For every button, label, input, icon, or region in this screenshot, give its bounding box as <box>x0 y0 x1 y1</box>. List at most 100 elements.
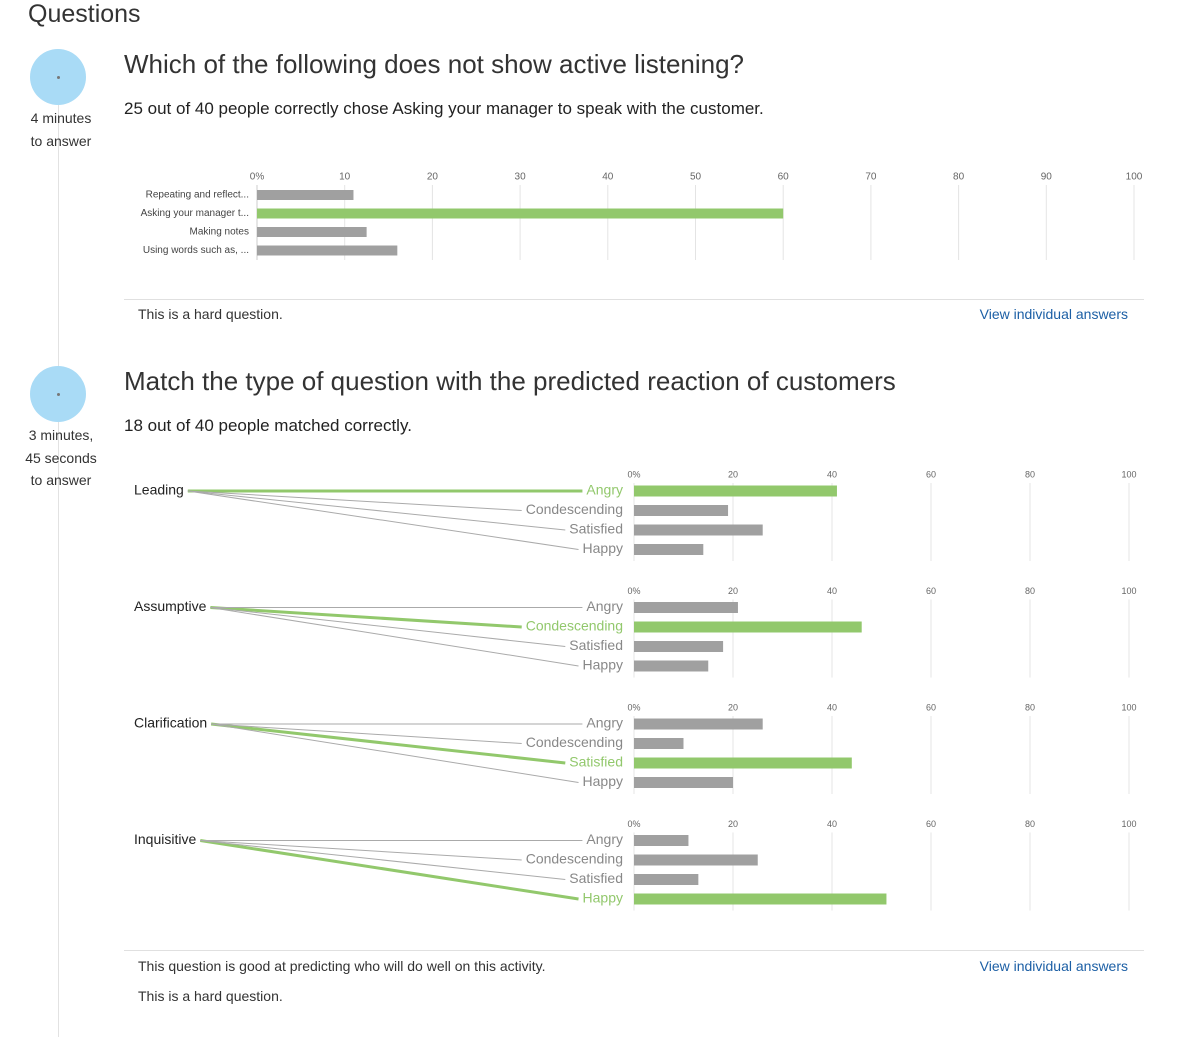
x-tick-label: 40 <box>827 586 837 596</box>
bar <box>634 524 763 536</box>
bar <box>634 544 704 555</box>
x-tick-label: 20 <box>728 586 738 596</box>
answer-label: Condescending <box>526 618 623 634</box>
x-tick-label: 40 <box>827 702 837 712</box>
x-tick-label: 40 <box>827 469 837 479</box>
bar <box>257 227 367 237</box>
x-tick-label: 60 <box>778 172 790 183</box>
bar <box>634 757 852 769</box>
answer-label: Condescending <box>526 734 623 750</box>
divider <box>124 299 1144 300</box>
answer-label: Satisfied <box>569 521 623 537</box>
answer-label: Happy <box>583 540 623 556</box>
answer-label: Satisfied <box>569 637 623 653</box>
x-tick-label: 30 <box>515 172 527 183</box>
answer-label: Happy <box>583 890 623 906</box>
bar <box>257 245 398 256</box>
question-summary: 25 out of 40 people correctly chose Aski… <box>124 99 764 118</box>
match-line <box>211 723 579 783</box>
x-tick-label: 20 <box>427 172 439 183</box>
match-line <box>200 839 579 901</box>
answer-label: Satisfied <box>569 754 623 770</box>
bar <box>634 602 738 613</box>
y-tick-label: Repeating and reflect... <box>146 190 249 201</box>
x-tick-label: 40 <box>827 819 837 829</box>
x-tick-label: 60 <box>926 702 936 712</box>
x-tick-label: 20 <box>728 819 738 829</box>
x-tick-label: 0% <box>627 702 640 712</box>
question-title: Match the type of question with the pred… <box>124 366 896 396</box>
x-tick-label: 100 <box>1121 702 1136 712</box>
y-tick-label: Asking your manager t... <box>141 208 249 219</box>
y-tick-label: Using words such as, ... <box>143 245 249 256</box>
bar <box>634 718 763 730</box>
group-label: Inquisitive <box>134 831 196 847</box>
x-tick-label: 60 <box>926 586 936 596</box>
bar <box>634 738 684 749</box>
match-line <box>187 490 522 511</box>
view-answers-link[interactable]: View individual answers <box>979 958 1128 974</box>
bar <box>634 777 733 788</box>
match-line <box>210 607 566 647</box>
match-line <box>210 606 522 629</box>
x-tick-label: 100 <box>1121 819 1136 829</box>
bar <box>257 208 784 219</box>
x-tick-label: 0% <box>627 586 640 596</box>
group-label: Clarification <box>134 715 207 731</box>
answer-label: Angry <box>586 831 623 847</box>
view-answers-link[interactable]: View individual answers <box>979 306 1128 322</box>
question-summary: 18 out of 40 people matched correctly. <box>124 416 412 435</box>
x-tick-label: 90 <box>1041 172 1053 183</box>
x-tick-label: 80 <box>953 172 965 183</box>
bar <box>634 621 862 633</box>
answer-time: 4 minutes to answer <box>30 110 92 149</box>
x-tick-label: 100 <box>1121 469 1136 479</box>
group-label: Leading <box>134 482 184 498</box>
question-title: Which of the following does not show act… <box>124 49 745 79</box>
x-tick-label: 60 <box>926 819 936 829</box>
x-tick-label: 50 <box>690 172 702 183</box>
bar <box>634 854 758 866</box>
bar <box>634 485 837 497</box>
group-label: Assumptive <box>134 598 207 614</box>
match-line <box>187 490 579 550</box>
bar <box>634 505 729 516</box>
bar <box>634 893 887 905</box>
x-tick-label: 80 <box>1025 586 1035 596</box>
match-line <box>210 607 579 667</box>
match-line <box>200 840 522 861</box>
x-tick-label: 80 <box>1025 469 1035 479</box>
x-tick-label: 0% <box>627 819 640 829</box>
x-tick-label: 40 <box>602 172 614 183</box>
match-line <box>187 490 566 531</box>
heading: Questions <box>28 0 141 28</box>
answer-time: 3 minutes, 45 seconds to answer <box>25 427 97 488</box>
answer-label: Happy <box>583 773 623 789</box>
x-tick-label: 0% <box>250 172 265 183</box>
divider <box>124 950 1144 951</box>
match-line <box>210 722 566 765</box>
bar <box>634 660 709 672</box>
answer-label: Happy <box>583 657 623 673</box>
bar <box>257 190 354 200</box>
x-tick-label: 100 <box>1126 172 1143 183</box>
answer-label: Condescending <box>526 851 623 867</box>
x-tick-label: 100 <box>1121 586 1136 596</box>
answer-label: Condescending <box>526 501 623 517</box>
timeline <box>58 105 59 1037</box>
x-tick-label: 60 <box>926 469 936 479</box>
y-tick-label: Making notes <box>190 227 249 238</box>
bar <box>634 641 724 652</box>
answer-label: Angry <box>586 715 623 731</box>
bar <box>634 874 699 885</box>
x-tick-label: 20 <box>728 469 738 479</box>
answer-label: Satisfied <box>569 870 623 886</box>
x-tick-label: 20 <box>728 702 738 712</box>
x-tick-label: 10 <box>339 172 351 183</box>
bar <box>634 835 689 846</box>
answer-label: Angry <box>586 482 623 498</box>
x-tick-label: 70 <box>865 172 877 183</box>
note: This question is good at predicting who … <box>138 958 546 974</box>
